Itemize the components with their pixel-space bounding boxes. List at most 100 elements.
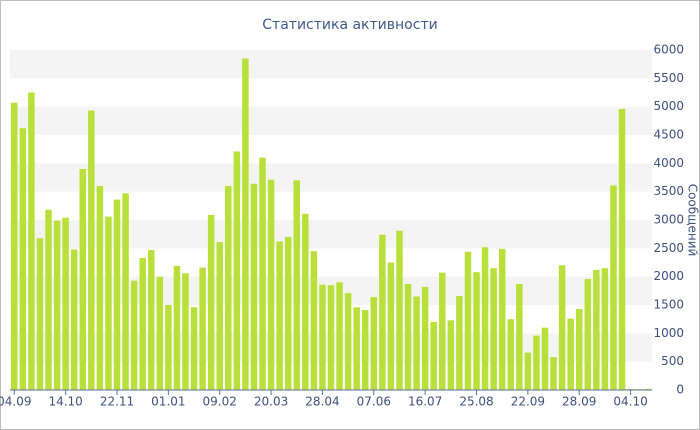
bar [550,357,557,390]
bar [447,320,455,390]
bar [165,305,172,390]
bar [139,257,146,390]
bar [644,388,651,390]
x-tick-label: 07.06 [357,395,391,409]
bar [79,169,87,390]
y-tick-label: 4500 [653,128,684,142]
bar [70,249,78,390]
bar [627,388,634,390]
bar [113,199,121,390]
x-tick-label: 22.09 [511,395,545,409]
bar [541,327,549,390]
bar [62,217,69,390]
grid-band [10,163,652,192]
bar [88,110,95,390]
bar [481,247,489,390]
bar [361,310,369,390]
bar [387,262,395,390]
bar [370,297,378,390]
bar [533,335,540,390]
y-tick-label: 3500 [653,184,684,198]
y-tick-label: 2000 [653,269,684,283]
bar [105,216,112,390]
bar [302,213,309,390]
bar [156,276,164,390]
y-axis-title: Сообщений [686,184,700,257]
bar [53,220,61,390]
bar [173,265,181,390]
bar [233,151,241,390]
bar [216,242,223,390]
bar [28,92,35,390]
x-tick-label: 04.09 [0,395,31,409]
bar [276,241,283,390]
bar [593,269,600,390]
bar [584,278,592,390]
bar [122,193,129,390]
x-tick-label: 28.04 [305,395,339,409]
bar [456,295,463,390]
bar [319,284,326,390]
y-tick-label: 6000 [653,43,684,57]
bar [267,179,275,390]
bar [36,238,44,390]
bar [601,268,609,390]
x-tick-label: 01.01 [151,395,185,409]
x-tick-label: 28.09 [562,395,596,409]
bar [45,209,52,390]
bar [207,214,215,390]
y-tick-label: 2500 [653,241,684,255]
bar [11,102,18,390]
bar [293,180,301,390]
bar [190,307,198,390]
bar [336,282,343,390]
bar [439,272,446,390]
bar [490,268,497,390]
bar [19,128,27,390]
bar [259,157,266,390]
x-tick-label: 14.10 [48,395,82,409]
bar [413,296,420,390]
bar [96,186,104,390]
y-tick-label: 4000 [653,156,684,170]
bar [147,250,155,390]
bar [618,108,626,390]
x-tick-label: 04.10 [613,395,647,409]
bar [379,234,386,390]
bar [558,265,566,390]
y-tick-label: 0 [676,383,684,397]
x-tick-label: 16.07 [408,395,442,409]
bar [567,318,574,390]
bar [524,352,532,390]
bar [396,230,403,390]
y-tick-label: 1500 [653,298,684,312]
bar [610,185,617,390]
bar [430,322,437,390]
bar [498,248,506,390]
bar [516,284,523,390]
x-tick-label: 20.03 [254,395,288,409]
grid-band [10,50,652,79]
bar [199,267,206,390]
x-tick-label: 09.02 [203,395,237,409]
bar [242,58,249,390]
y-tick-label: 3000 [653,213,684,227]
x-tick-label: 22.11 [100,395,134,409]
bar [344,293,352,390]
y-tick-label: 1000 [653,326,684,340]
y-tick-label: 5500 [653,71,684,85]
bar [182,273,189,390]
y-tick-label: 5000 [653,99,684,113]
bar [327,285,335,390]
bar [473,272,480,390]
bar [507,319,515,390]
grid-band [10,106,652,135]
bar [250,183,258,390]
x-tick-label: 25.08 [459,395,493,409]
bar [464,251,472,390]
bar [225,186,232,390]
y-tick-label: 500 [661,354,684,368]
bar [284,237,292,390]
bar [575,308,583,390]
